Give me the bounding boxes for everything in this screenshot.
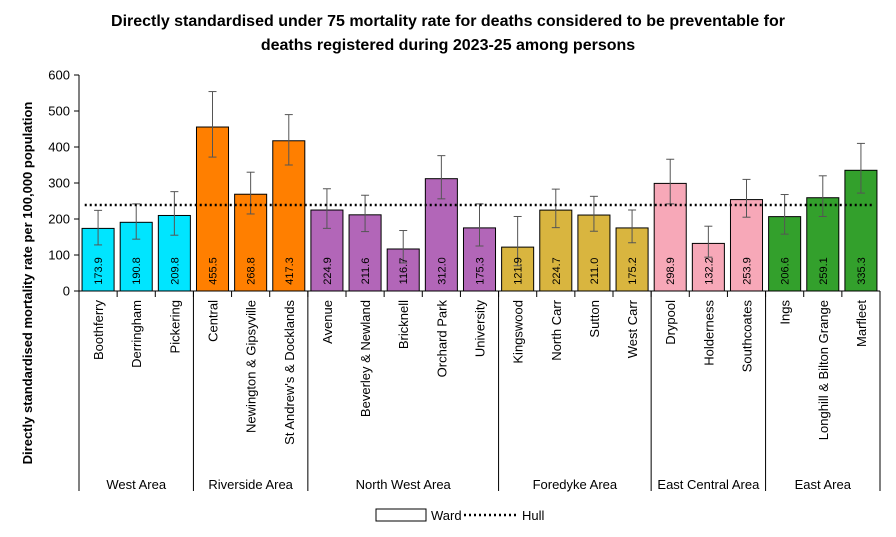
group-label: Riverside Area: [208, 477, 293, 492]
y-tick-label: 100: [48, 248, 70, 263]
data-label: 335.3: [856, 257, 868, 285]
data-label: 455.5: [208, 257, 220, 285]
data-label: 132.2: [703, 257, 715, 285]
category-labels: Boothferry Derringham Pickering Central Newi…: [91, 299, 869, 444]
legend-ward-swatch: [375, 508, 427, 522]
category-label: Holderness: [701, 300, 716, 366]
category-label: Bricknell: [396, 300, 411, 349]
group-label: Foredyke Area: [533, 477, 618, 492]
data-label: 268.8: [246, 257, 258, 285]
data-label: 206.6: [780, 257, 792, 285]
category-label: Longhill & Bilton Grange: [816, 300, 831, 440]
category-label: Southcoates: [740, 300, 755, 373]
y-tick-label: 400: [48, 140, 70, 155]
group-label: East Central Area: [657, 477, 760, 492]
data-label: 253.9: [742, 257, 754, 285]
data-label: 175.2: [627, 257, 639, 285]
data-label: 224.7: [551, 257, 563, 285]
data-label: 173.9: [93, 257, 105, 285]
category-label: Newington & Gipsyville: [244, 300, 259, 433]
category-label: Beverley & Newland: [358, 300, 373, 417]
category-label: Central: [206, 300, 221, 342]
category-label: Marfleet: [854, 300, 869, 347]
category-label: St Andrew's & Docklands: [282, 300, 297, 445]
category-label: Kingswood: [511, 300, 526, 364]
data-label: 298.9: [665, 257, 677, 285]
y-tick-label: 200: [48, 212, 70, 227]
bar: [272, 140, 306, 292]
data-label: 211.0: [589, 258, 601, 285]
category-label: West Carr: [625, 299, 640, 358]
error-bars: [94, 91, 865, 267]
y-tick-label: 600: [48, 68, 70, 83]
category-label: Avenue: [320, 300, 335, 344]
y-axis-label: Directly standardised mortality rate per…: [20, 102, 35, 465]
category-label: Drypool: [663, 300, 678, 345]
data-label: 224.9: [322, 257, 334, 285]
data-label: 417.3: [284, 257, 296, 285]
category-label: North Carr: [549, 299, 564, 360]
category-label: Sutton: [587, 300, 602, 338]
group-labels: West Area Riverside Area North West Area Fo…: [106, 477, 851, 492]
legend: Ward Hull: [375, 508, 545, 523]
value-labels: 173.9 190.8 209.8 455.5 268.8 417.3 224.9 211.6…: [93, 257, 868, 285]
y-tick-label: 0: [63, 284, 70, 299]
y-tick-label: 300: [48, 176, 70, 191]
group-label: West Area: [106, 477, 167, 492]
group-label: North West Area: [356, 477, 452, 492]
data-label: 312.0: [436, 257, 448, 285]
chart-title-line-1: Directly standardised under 75 mortality…: [111, 13, 785, 30]
category-label: Pickering: [167, 300, 182, 353]
data-label: 209.8: [169, 257, 181, 285]
category-label: Orchard Park: [434, 300, 449, 378]
data-label: 211.6: [360, 258, 372, 285]
axes: 0 100 200 300 400 500 600: [48, 68, 881, 491]
category-label: Ings: [778, 300, 793, 325]
chart-title-line-2: deaths registered during 2023-25 among p…: [261, 37, 635, 54]
group-label: East Area: [795, 477, 852, 492]
legend-hull-label: Hull: [522, 508, 545, 523]
data-label: 190.8: [131, 257, 143, 285]
y-tick-label: 500: [48, 104, 70, 119]
data-label: 259.1: [818, 257, 830, 285]
data-label: 116.7: [398, 258, 410, 285]
category-label: Boothferry: [91, 300, 106, 360]
legend-ward-label: Ward: [431, 508, 462, 523]
data-label: 121.9: [513, 257, 525, 285]
category-label: Derringham: [129, 300, 144, 368]
data-label: 175.3: [475, 257, 487, 285]
category-label: University: [473, 300, 488, 358]
